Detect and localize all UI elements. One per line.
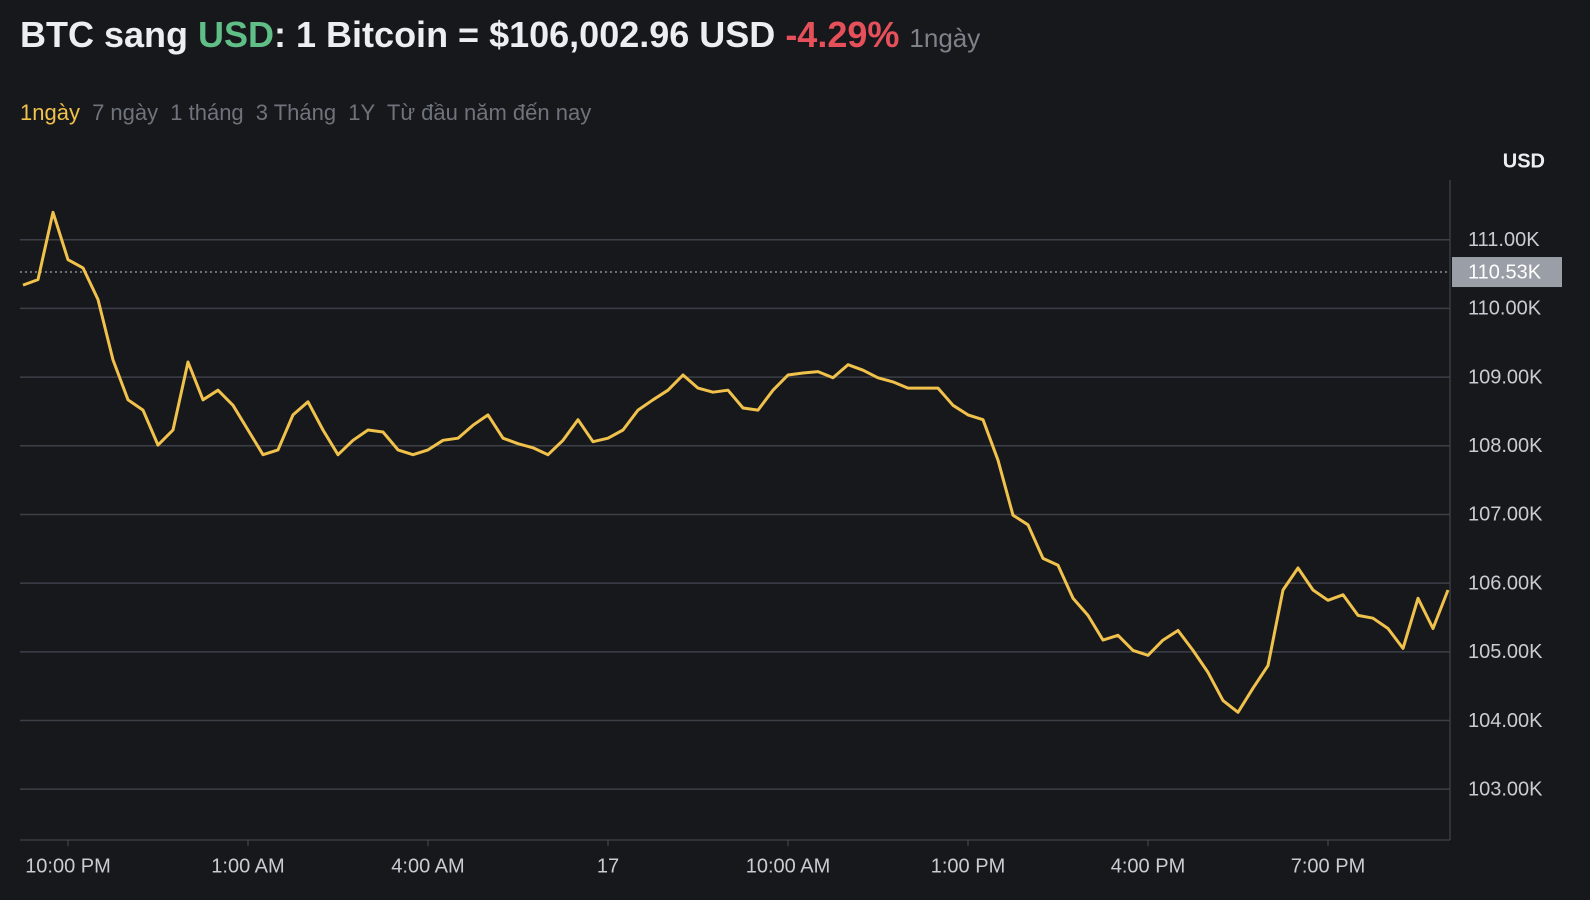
title-quote: USD [198, 14, 275, 55]
range-button[interactable]: Từ đầu năm đến nay [386, 100, 592, 125]
range-button[interactable]: 7 ngày [92, 100, 159, 125]
x-tick-label: 4:00 PM [1111, 855, 1185, 877]
range-selector: 1ngày 7 ngày 1 tháng 3 Tháng 1Y Từ đầu n… [20, 100, 597, 126]
header: BTC sang USD: 1 Bitcoin = $106,002.96 US… [20, 14, 980, 56]
x-tick-label: 10:00 PM [25, 855, 111, 877]
y-tick-label: 108.00K [1468, 435, 1543, 457]
price-line [22, 210, 1450, 714]
price-change: -4.29% [785, 14, 900, 55]
y-tick-label: 105.00K [1468, 641, 1543, 663]
title-prefix: BTC sang [20, 14, 189, 55]
y-tick-label: 104.00K [1468, 710, 1543, 732]
x-tick-label: 10:00 AM [746, 855, 831, 877]
y-tick-label: 109.00K [1468, 366, 1543, 388]
y-tick-label: 106.00K [1468, 572, 1543, 594]
change-period: 1ngày [909, 23, 981, 53]
range-button[interactable]: 1Y [348, 100, 376, 125]
x-tick-label: 1:00 PM [931, 855, 1005, 877]
y-tick-label: 110.00K [1468, 298, 1542, 320]
y-tick-label: 107.00K [1468, 504, 1543, 526]
x-tick-label: 7:00 PM [1291, 855, 1365, 877]
y-tick-label: 103.00K [1468, 778, 1543, 800]
x-tick-label: 17 [597, 855, 619, 877]
x-tick-label: 1:00 AM [211, 855, 284, 877]
reference-label-box [1452, 257, 1562, 288]
x-tick-label: 4:00 AM [391, 855, 464, 877]
y-axis-label: USD [1503, 150, 1545, 172]
reference-label: 110.53K [1468, 261, 1542, 283]
title-rate: : 1 Bitcoin = $106,002.96 USD [274, 14, 776, 55]
range-button[interactable]: 1 tháng [170, 100, 244, 125]
range-button[interactable]: 1ngày [20, 100, 80, 125]
range-button[interactable]: 3 Tháng [255, 100, 337, 125]
y-tick-label: 111.00K [1468, 229, 1540, 251]
